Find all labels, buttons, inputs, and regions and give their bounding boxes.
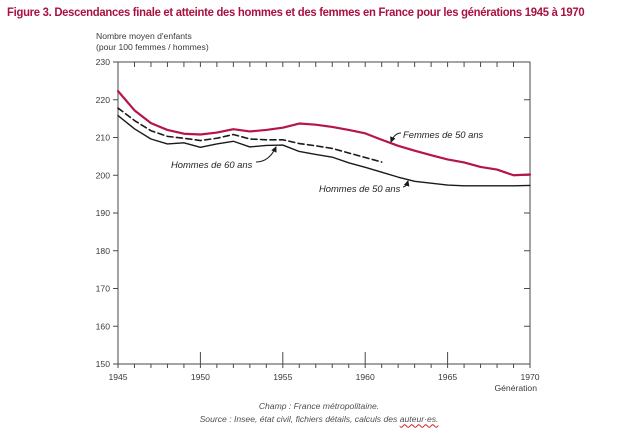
annotation-arrow-femmes-de-50-ans [390, 132, 402, 143]
y-tick-label: 220 [96, 95, 111, 105]
y-axis-title-line1: Nombre moyen d'enfants [96, 31, 192, 41]
series-line-hommes-de-60-ans [117, 107, 383, 163]
source-note: Source : Insee, état civil, fichiers dét… [0, 413, 638, 426]
series-line-femmes-de-50-ans [116, 89, 532, 177]
tick-labels: 1945 1950 1955 1960 1965 1970 150 160 170 180 190 2… [96, 57, 540, 393]
y-tick-label: 170 [96, 284, 111, 294]
x-tick-label: 1970 [520, 372, 539, 382]
y-tick-label: 200 [96, 170, 111, 180]
y-axis-title: Nombre moyen d'enfants (pour 100 femmes … [96, 31, 209, 52]
annotation-arrow-hommes-de-50-ans [402, 180, 410, 188]
y-tick-label: 160 [96, 321, 111, 331]
y-axis-title-line2: (pour 100 femmes / hommes) [96, 41, 209, 52]
y-tick-label: 180 [96, 246, 111, 256]
figure-footer: Champ : France métropolitaine. Source : … [0, 400, 638, 425]
x-axis-title: Génération [494, 383, 537, 393]
y-tick-label: 190 [96, 208, 111, 218]
x-tick-label: 1950 [191, 372, 210, 382]
y-tick-label: 230 [96, 57, 111, 67]
x-tick-label: 1960 [356, 372, 375, 382]
x-tick-label: 1945 [108, 372, 127, 382]
champ-note: Champ : France métropolitaine. [258, 401, 380, 411]
spellcheck-underlined-word: auteur·es. [399, 413, 439, 424]
series-line-hommes-de-50-ans [117, 114, 531, 187]
y-tick-label: 150 [96, 359, 111, 369]
x-tick-label: 1955 [273, 372, 292, 382]
figure-title: Figure 3. Descendances finale et atteint… [7, 5, 585, 19]
source-text: Source : Insee, état civil, fichiers dét… [199, 413, 400, 424]
y-tick-label: 210 [96, 133, 111, 143]
annotation-arrow-hommes-de-60-ans [255, 146, 277, 163]
annotation-femmes-de-50-ans: Femmes de 50 ans [403, 129, 484, 140]
plot-frame [117, 61, 531, 365]
annotation-hommes-de-50-ans: Hommes de 50 ans [319, 183, 401, 194]
annotation-hommes-de-60-ans: Hommes de 60 ans [171, 159, 253, 170]
x-tick-label: 1965 [438, 372, 457, 382]
axis-ticks [113, 61, 531, 368]
